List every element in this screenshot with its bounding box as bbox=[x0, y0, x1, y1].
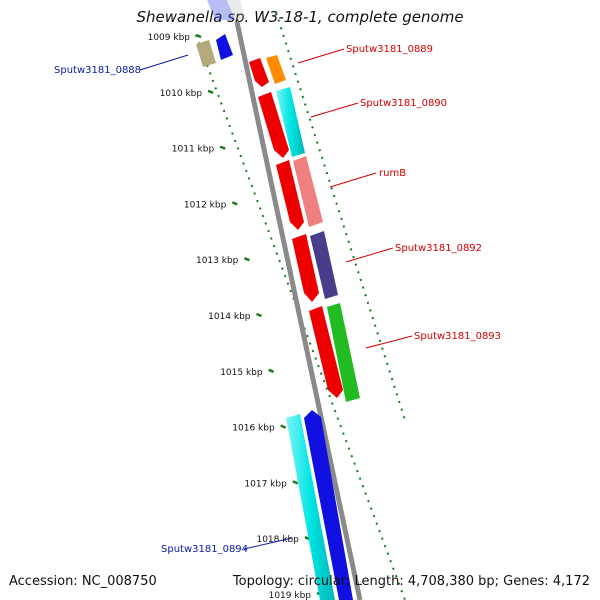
gene-sputw3181-0894[interactable] bbox=[286, 410, 353, 600]
scale-label: 1009 kbp bbox=[148, 33, 191, 43]
scale-label: 1013 kbp bbox=[196, 256, 239, 266]
gene-arrow-0889-red[interactable] bbox=[249, 58, 269, 87]
gene-arrow-0893[interactable] bbox=[327, 303, 360, 402]
gene-sputw3181-0892[interactable] bbox=[292, 231, 338, 302]
gene-sputw3181-0893[interactable] bbox=[309, 303, 360, 402]
scale-label: 1018 kbp bbox=[256, 535, 299, 545]
gene-arrow-0893-red[interactable] bbox=[309, 306, 343, 398]
scale-label: 1017 kbp bbox=[244, 479, 287, 489]
gene-arrow-0892[interactable] bbox=[310, 231, 338, 299]
scale-tick bbox=[195, 33, 202, 39]
scale-tick bbox=[280, 424, 287, 429]
gene-label-0889[interactable]: Sputw3181_0889 bbox=[346, 44, 433, 55]
genome-title: Shewanella sp. W3-18-1, complete genome bbox=[136, 8, 464, 26]
scale-tick bbox=[268, 368, 275, 373]
gene-arrow-rumb[interactable] bbox=[293, 156, 323, 227]
gene-arrow-0894-blue[interactable] bbox=[304, 410, 353, 600]
scale-tick bbox=[207, 89, 214, 94]
genome-backbone bbox=[234, 21, 363, 600]
gene-labels: Sputw3181_0888 Sputw3181_0889 Sputw3181_… bbox=[54, 44, 501, 555]
gene-label-0890[interactable]: Sputw3181_0890 bbox=[360, 98, 447, 109]
accession-text: Accession: NC_008750 bbox=[9, 574, 157, 589]
gene-label-0888[interactable]: Sputw3181_0888 bbox=[54, 65, 141, 76]
scale-label: 1015 kbp bbox=[220, 368, 263, 378]
scale-labels: 1009 kbp 1010 kbp 1011 kbp 1012 kbp 1013 kbp… bbox=[148, 33, 312, 600]
fade-bands bbox=[207, 0, 246, 20]
scale-tick bbox=[292, 480, 299, 485]
gene-sputw3181-0890[interactable] bbox=[258, 87, 305, 158]
scale-tick bbox=[219, 145, 226, 150]
scale-label: 1010 kbp bbox=[160, 89, 203, 99]
scale-label: 1019 kbp bbox=[269, 591, 312, 600]
scale-tick bbox=[256, 312, 262, 318]
topology-text: Topology: circular; Length: 4,708,380 bp… bbox=[232, 574, 590, 589]
scale-label: 1011 kbp bbox=[172, 145, 215, 155]
scale-tick bbox=[243, 257, 250, 262]
gene-label-0893[interactable]: Sputw3181_0893 bbox=[414, 331, 501, 342]
leader-lines bbox=[139, 48, 413, 550]
gene-arrow-0888-blue[interactable] bbox=[216, 34, 233, 60]
gene-arrow-0888[interactable] bbox=[196, 40, 216, 67]
gene-arrow-0894[interactable] bbox=[286, 414, 335, 600]
gene-arrow-0890-red[interactable] bbox=[258, 92, 289, 158]
gene-label-0892[interactable]: Sputw3181_0892 bbox=[395, 243, 482, 254]
gene-label-rumb[interactable]: rumB bbox=[379, 168, 406, 179]
gene-arrow-0889[interactable] bbox=[266, 55, 286, 84]
gene-sputw3181-0889[interactable] bbox=[249, 55, 286, 87]
scale-label: 1014 kbp bbox=[208, 312, 251, 322]
gene-arrow-rumb-red[interactable] bbox=[276, 160, 304, 230]
gene-arrow-0892-red[interactable] bbox=[292, 234, 319, 302]
gene-label-0894[interactable]: Sputw3181_0894 bbox=[161, 544, 248, 555]
gene-sputw3181-0888[interactable] bbox=[196, 34, 233, 67]
scale-tick bbox=[231, 201, 238, 206]
gene-arrow-0890[interactable] bbox=[276, 87, 305, 157]
scale-label: 1012 kbp bbox=[184, 200, 227, 210]
gene-rumb[interactable] bbox=[276, 156, 323, 230]
scale-label: 1016 kbp bbox=[232, 424, 275, 434]
